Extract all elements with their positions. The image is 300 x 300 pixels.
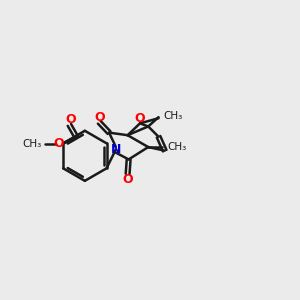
Text: CH₃: CH₃ (22, 139, 42, 149)
Text: O: O (53, 137, 64, 151)
Text: O: O (122, 172, 133, 186)
Text: CH₃: CH₃ (164, 111, 183, 121)
Text: O: O (65, 113, 76, 126)
Text: O: O (94, 111, 105, 124)
Text: CH₃: CH₃ (167, 142, 187, 152)
Text: N: N (111, 143, 121, 156)
Text: O: O (134, 112, 145, 125)
